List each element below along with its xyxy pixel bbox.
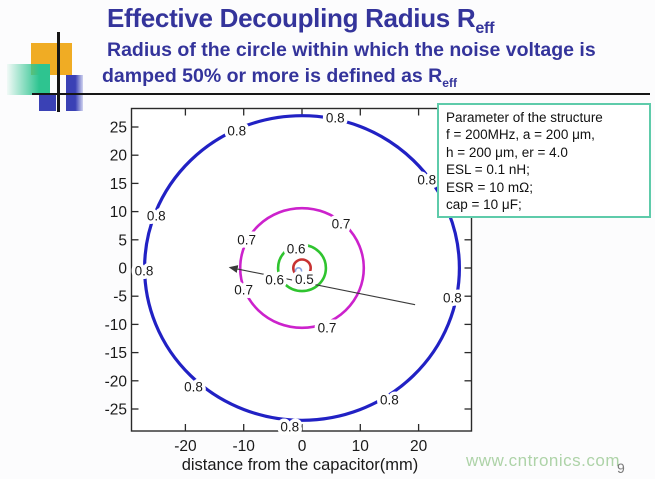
x-tick-label: -20 xyxy=(174,438,197,455)
y-tick-label: 10 xyxy=(110,204,128,221)
contour-label: 0.8 xyxy=(326,110,345,125)
contour-label: 0.8 xyxy=(135,263,154,278)
capacitor-center-marker xyxy=(294,267,303,275)
annotation-arrow xyxy=(228,265,416,306)
param-line-title: Parameter of the structure xyxy=(446,110,603,125)
x-tick-label: 20 xyxy=(410,438,428,455)
contour-label: 0.5 xyxy=(295,272,314,287)
slide-title-text: Effective Decoupling Radius R xyxy=(107,3,476,33)
slide-title-subscript: eff xyxy=(475,19,495,38)
contour-label: 0.6 xyxy=(287,241,306,256)
y-tick-label: -25 xyxy=(105,402,127,419)
contour-level-0.7 xyxy=(238,206,366,330)
y-tick-label: 0 xyxy=(118,261,127,278)
contour-label: 0.7 xyxy=(237,232,256,247)
y-tick-label: -5 xyxy=(113,289,127,306)
y-tick-label: 5 xyxy=(118,232,127,249)
axis-ticks xyxy=(131,108,472,431)
slide-title: Effective Decoupling Radius Reff xyxy=(107,3,494,38)
logo-green-square xyxy=(7,64,50,95)
contour-labels: 0.8 0.8 0.8 0.8 0.8 0.8 0.8 0.8 0.8 0.7 0.7 0.7 0.7 0… xyxy=(131,107,465,438)
y-tick-label: -10 xyxy=(105,317,128,334)
contour-level-0.8 xyxy=(143,114,461,422)
param-line-height-er: h = 200 μm, er = 4.0 xyxy=(446,144,568,160)
contour-level-0.6 xyxy=(276,243,328,293)
param-line-esl: ESL = 0.1 nH; xyxy=(446,162,530,178)
subtitle-line-1: Radius of the circle within which the no… xyxy=(107,39,596,61)
y-tick-label: -15 xyxy=(105,345,127,362)
page-number: 9 xyxy=(617,460,625,476)
axis-tick-labels: -20 -10 0 10 20 -25 -20 -15 -10 -5 0 5 10 15 20 25 xyxy=(105,120,428,456)
contour-label: 0.6 xyxy=(265,272,284,287)
logo-vertical-line xyxy=(57,32,60,112)
x-tick-label: -10 xyxy=(232,438,255,455)
y-tick-label: -20 xyxy=(105,373,128,390)
contour-label: 0.8 xyxy=(227,123,246,138)
subtitle-line-2-text: damped 50% or more is defined as R xyxy=(102,64,443,87)
subtitle-line-2: damped 50% or more is defined as Reff xyxy=(102,64,596,96)
contour-label: 0.8 xyxy=(184,380,203,395)
contour-label: 0.8 xyxy=(380,392,399,407)
param-line-esr: ESR = 10 mΩ; xyxy=(446,179,533,195)
subtitle-line-2-subscript: eff xyxy=(442,75,458,90)
x-tick-label: 10 xyxy=(352,438,370,455)
contour-label: 0.8 xyxy=(417,173,436,188)
x-axis-label: distance from the capacitor(mm) xyxy=(182,456,419,474)
contour-label: 0.7 xyxy=(234,282,253,297)
contour-label: 0.7 xyxy=(318,320,337,335)
y-tick-label: 25 xyxy=(110,120,127,137)
y-tick-label: 20 xyxy=(110,148,128,165)
x-tick-label: 0 xyxy=(298,438,307,455)
contour-label: 0.8 xyxy=(443,290,462,305)
watermark: www.cntronics.com xyxy=(466,451,620,470)
annotations xyxy=(228,265,416,306)
contour-label: 0.7 xyxy=(332,217,351,232)
param-line-cap: cap = 10 μF; xyxy=(446,197,522,213)
contour-label: 0.8 xyxy=(147,209,166,224)
logo-blue-square-left xyxy=(39,94,56,111)
y-tick-label: 15 xyxy=(110,176,127,193)
header-rule xyxy=(32,93,650,95)
slide-subtitle: Radius of the circle within which the no… xyxy=(102,38,596,96)
parameter-box: Parameter of the structure f = 200MHz, a… xyxy=(437,103,651,218)
param-line-frequency: f = 200MHz, a = 200 μm, xyxy=(446,127,595,143)
contour-circles xyxy=(143,114,461,422)
contour-label: 0.8 xyxy=(280,420,299,435)
contour-level-0.5 xyxy=(291,258,312,278)
